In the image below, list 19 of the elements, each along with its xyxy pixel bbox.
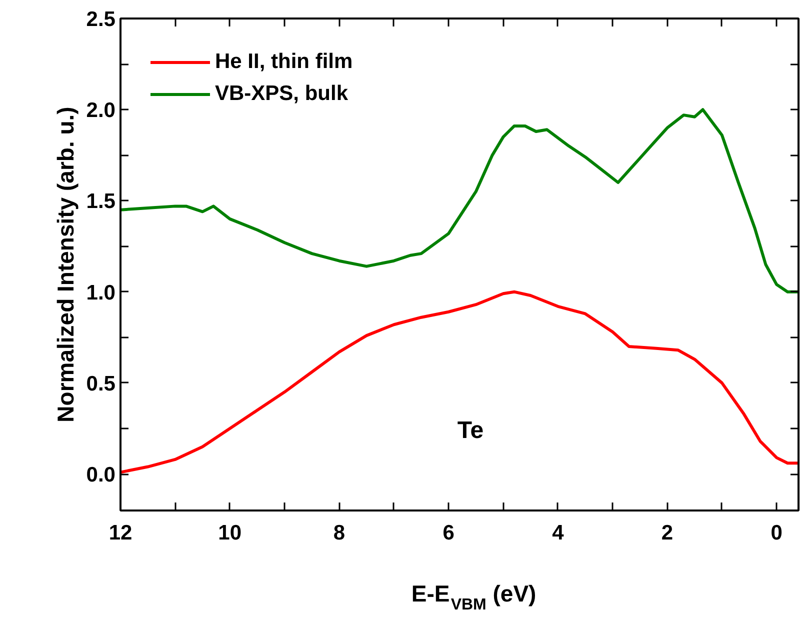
line-series <box>120 108 798 294</box>
x-tick-label: 4 <box>552 522 564 544</box>
legend-label: VB-XPS, bulk <box>215 81 348 107</box>
line-series <box>120 290 798 474</box>
legend-label: He II, thin film <box>215 49 353 75</box>
x-tick-label: 6 <box>442 522 454 544</box>
x-tick-label: 8 <box>333 522 346 544</box>
y-tick-label: 1.5 <box>86 190 116 214</box>
x-tick-label: 0 <box>770 522 782 544</box>
y-tick-label: 2.0 <box>86 99 116 122</box>
x-tick-label: 10 <box>218 522 242 544</box>
y-tick-label: 2.5 <box>86 8 116 31</box>
x-tick-label: 12 <box>108 522 132 544</box>
y-axis-title: Normalized Intensity (arb. u.) <box>52 106 78 422</box>
y-tick-label: 0.5 <box>86 372 116 396</box>
x-tick-label: 2 <box>661 522 674 544</box>
annotation: Te <box>457 417 484 444</box>
y-tick-label: 1.0 <box>86 281 116 304</box>
y-tick-label: 0.0 <box>86 464 116 487</box>
